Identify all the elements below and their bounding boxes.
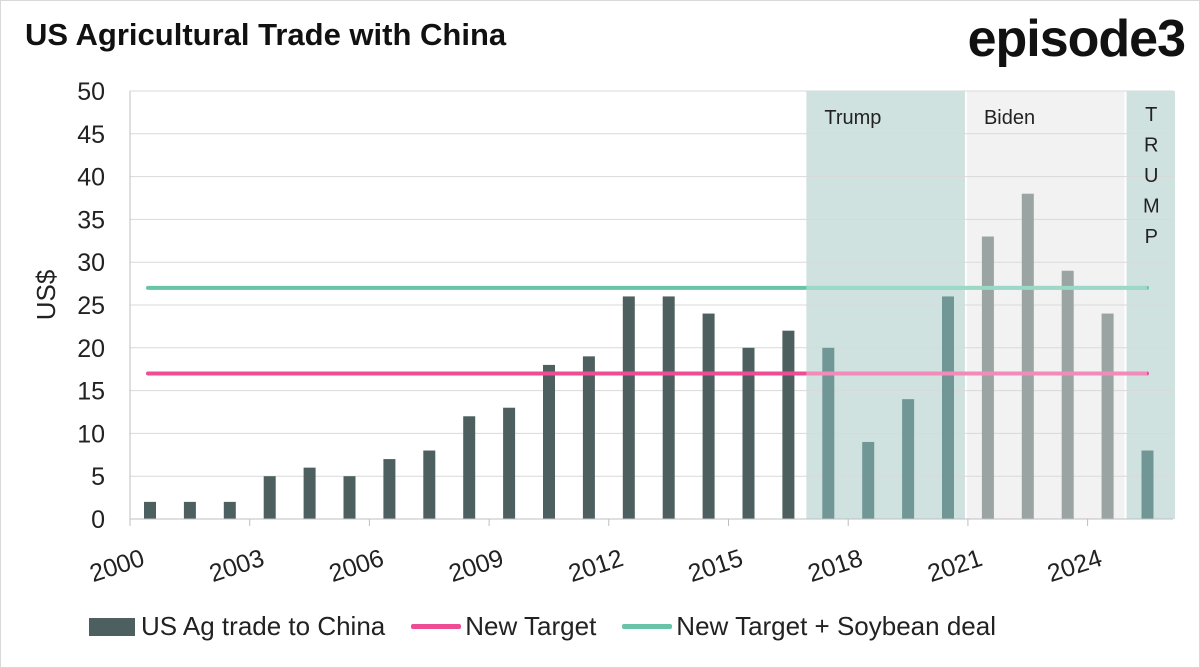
x-tick-label: 2006 <box>326 544 388 588</box>
legend-item-soybean: New Target + Soybean deal <box>622 611 996 642</box>
x-tick-label: 2021 <box>924 544 986 588</box>
y-tick-label: 25 <box>77 292 105 320</box>
bar-2003 <box>263 476 276 519</box>
bar-2009 <box>503 407 516 519</box>
bars <box>144 193 1154 519</box>
legend-swatch-soybean <box>622 624 673 629</box>
target-lines <box>146 285 1149 376</box>
bar-2017 <box>822 347 835 519</box>
bar-2014 <box>702 313 715 519</box>
legend-swatch-target <box>411 624 462 629</box>
brand-logo: episode3 <box>967 10 1186 68</box>
bar-2022 <box>1021 193 1034 519</box>
period-labels: Trump Biden T R U M P <box>824 104 1159 248</box>
bar-2018 <box>862 441 875 519</box>
y-tick-label: 10 <box>77 420 105 448</box>
y-tick-label: 35 <box>77 206 105 234</box>
x-tick-label: 2018 <box>804 544 866 588</box>
legend: US Ag trade to China New Target New Targ… <box>89 611 1022 642</box>
bar-2004 <box>303 467 316 519</box>
bar-2013 <box>662 296 675 519</box>
x-tick-label: 2024 <box>1044 544 1106 588</box>
period-label-biden: Biden <box>984 107 1035 129</box>
legend-label-target: New Target <box>465 611 597 641</box>
y-tick-label: 15 <box>77 378 105 406</box>
legend-swatch-trade <box>89 617 135 636</box>
y-tick-label: 20 <box>77 335 105 363</box>
bar-2025 <box>1141 450 1154 519</box>
legend-label-trade: US Ag trade to China <box>141 611 386 641</box>
y-tick-label: 50 <box>77 78 105 106</box>
x-tick-label: 2012 <box>565 544 627 588</box>
bar-2005 <box>343 476 356 519</box>
bar-2012 <box>622 296 635 519</box>
bar-2006 <box>383 459 396 519</box>
bar-2020 <box>942 296 954 519</box>
chart-title: US Agricultural Trade with China <box>25 17 507 52</box>
bar-2000 <box>144 501 156 519</box>
bar-chart: 0 5 10 15 20 25 30 35 40 45 50 US$ 2000 2003 2006 2009 2… <box>31 78 1175 588</box>
bar-2016 <box>782 330 795 519</box>
x-tick-label: 2009 <box>445 544 507 588</box>
x-tick-label: 2003 <box>206 544 268 588</box>
bar-2002 <box>223 501 236 519</box>
x-tick-label: 2015 <box>685 544 747 588</box>
bar-2011 <box>582 356 595 519</box>
bar-2007 <box>423 450 436 519</box>
y-tick-label: 0 <box>91 506 105 534</box>
legend-item-target: New Target <box>411 611 596 642</box>
bar-2023 <box>1061 270 1074 519</box>
legend-item-trade: US Ag trade to China <box>89 611 385 642</box>
bar-2010 <box>543 364 555 519</box>
bar-2015 <box>742 347 755 519</box>
bar-2008 <box>463 416 476 519</box>
y-tick-label: 5 <box>91 463 105 491</box>
period-label-trump: Trump <box>824 107 881 129</box>
bar-2024 <box>1101 313 1114 519</box>
y-axis-title: US$ <box>31 269 61 320</box>
gridlines <box>130 90 1173 477</box>
y-tick-label: 30 <box>77 249 105 277</box>
bar-2001 <box>183 501 196 519</box>
y-tick-label: 45 <box>77 121 105 149</box>
x-tick-label: 2000 <box>86 544 148 588</box>
bar-2019 <box>902 399 915 519</box>
y-tick-label: 40 <box>77 164 105 192</box>
legend-label-soybean: New Target + Soybean deal <box>676 611 996 641</box>
bar-2021 <box>981 236 994 519</box>
